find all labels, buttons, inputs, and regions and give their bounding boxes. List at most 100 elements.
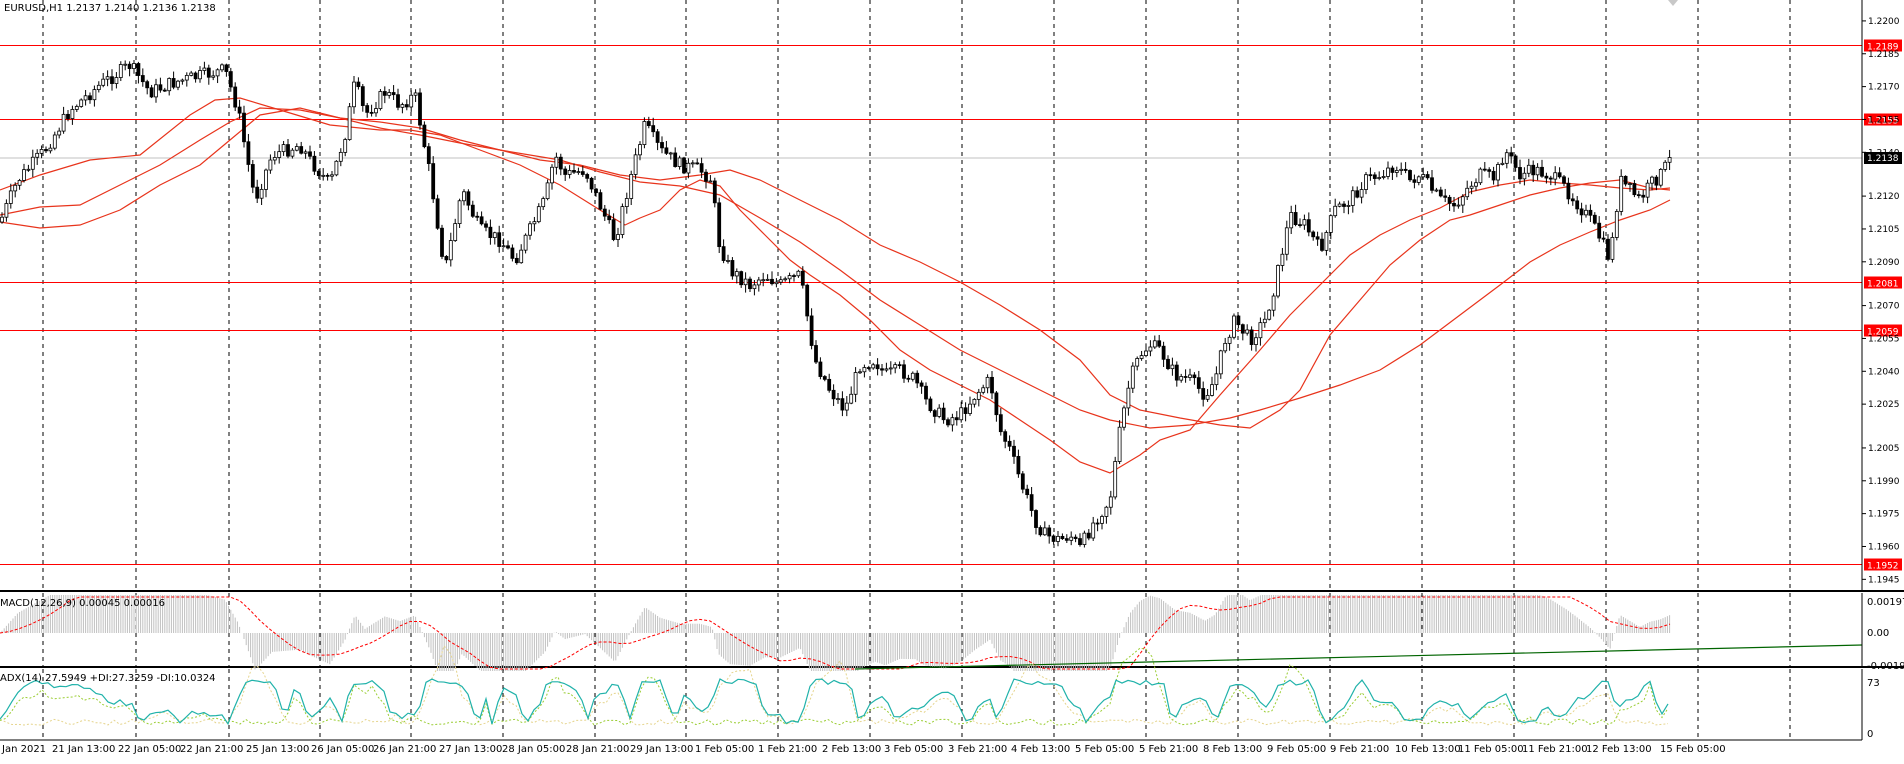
- time-tick-label: 15 Feb 05:00: [1660, 744, 1726, 755]
- candle-body: [105, 76, 110, 80]
- candle-body: [638, 144, 642, 156]
- di-minus-line: [0, 644, 1669, 726]
- time-tick-label: 9 Feb 05:00: [1267, 744, 1326, 755]
- time-tick-label: 22 Jan 05:00: [118, 744, 181, 755]
- price-panel[interactable]: EURUSD,H1 1.2137 1.2140 1.2136 1.2138: [0, 0, 1862, 590]
- candle-body: [193, 72, 198, 80]
- macd-panel[interactable]: MACD(12,26,9) 0.00045 0.00016 0.00197 0.…: [0, 593, 1904, 672]
- candle-body: [1592, 214, 1597, 224]
- candle-body: [470, 204, 475, 217]
- shift-marker-icon[interactable]: [1668, 0, 1678, 6]
- candle-body: [1210, 384, 1214, 396]
- candle-body: [118, 64, 123, 78]
- candle-body: [532, 221, 537, 225]
- symbol-info: EURUSD,H1 1.2137 1.2140 1.2136 1.2138: [4, 3, 216, 14]
- candle-body: [633, 154, 638, 175]
- current-price-tag: [1864, 152, 1902, 164]
- candle-body: [1570, 198, 1575, 202]
- candle-body: [1562, 176, 1566, 184]
- candle-body: [457, 200, 462, 224]
- time-tick-label: Jan 2021: [1, 744, 46, 755]
- candle-body: [950, 417, 955, 426]
- level-price-tag: [1864, 558, 1902, 571]
- price-tick-label: 1.2170: [1868, 83, 1900, 93]
- candle-body: [431, 163, 436, 200]
- candle-body: [1504, 152, 1509, 164]
- candle-body: [211, 75, 216, 78]
- candle-body: [1588, 209, 1593, 216]
- candle-body: [704, 171, 708, 182]
- candle-body: [506, 245, 510, 249]
- candle-body: [303, 151, 308, 154]
- candle-body: [998, 414, 1003, 433]
- candle-body: [1487, 169, 1492, 172]
- candle-body: [44, 149, 48, 152]
- candle-body: [435, 198, 440, 229]
- candle-body: [510, 247, 515, 259]
- price-tick-label: 1.1945: [1868, 575, 1900, 585]
- candle-body: [761, 279, 766, 282]
- candle-body: [308, 151, 312, 157]
- candle-body: [83, 95, 88, 101]
- candle-body: [589, 177, 594, 190]
- candle-body: [906, 377, 911, 380]
- candle-body: [440, 227, 444, 257]
- candle-body: [616, 234, 620, 240]
- candle-body: [1474, 182, 1478, 187]
- candle-body: [796, 270, 801, 277]
- candle-body: [1636, 194, 1641, 197]
- candle-body: [580, 171, 585, 175]
- candle-body: [1447, 196, 1452, 204]
- candle-body: [1372, 174, 1377, 179]
- candle-body: [501, 245, 506, 248]
- candle-body: [96, 84, 101, 91]
- candle-body: [61, 113, 66, 132]
- candle-body: [79, 99, 84, 107]
- candle-body: [1623, 175, 1628, 185]
- time-tick-label: 12 Feb 13:00: [1586, 744, 1652, 755]
- moving-average-mid: [0, 107, 1671, 429]
- candle-body: [145, 81, 150, 89]
- candle-body: [242, 112, 246, 143]
- candle-body: [545, 182, 550, 200]
- candle-body: [611, 219, 616, 240]
- candle-body: [1553, 172, 1558, 180]
- candle-body: [827, 378, 832, 391]
- candle-body: [1064, 538, 1069, 541]
- candle-body: [1201, 388, 1206, 400]
- time-tick-label: 10 Feb 13:00: [1395, 744, 1461, 755]
- adx-panel[interactable]: ADX(14) 27.5949 +DI:27.3259 -DI:10.0324 …: [0, 644, 1880, 740]
- time-tick-label: 2 Feb 13:00: [822, 744, 881, 755]
- trend-line[interactable]: [854, 644, 1863, 670]
- price-tick-label: 1.2155: [1868, 115, 1900, 125]
- macd-axis-bottom: -0.00196: [1867, 661, 1904, 672]
- candle-body: [968, 403, 972, 414]
- candle-body: [743, 278, 748, 286]
- macd-label: MACD(12,26,9) 0.00045 0.00016: [0, 598, 165, 609]
- candle-body: [880, 368, 884, 371]
- candle-body: [224, 64, 229, 72]
- candle-body: [1663, 161, 1668, 170]
- candle-body: [840, 398, 845, 411]
- candle-body: [1113, 461, 1118, 498]
- time-tick-label: 11 Feb 05:00: [1458, 744, 1524, 755]
- candle-body: [1394, 170, 1399, 173]
- candle-body: [277, 151, 282, 158]
- price-tick-label: 1.2005: [1868, 444, 1900, 454]
- candle-body: [1051, 535, 1056, 542]
- candle-body: [488, 226, 493, 238]
- candle-body: [1012, 445, 1016, 457]
- candle-body: [1218, 350, 1223, 375]
- candle-body: [250, 164, 255, 188]
- time-tick-label: 4 Feb 13:00: [1011, 744, 1070, 755]
- candle-body: [123, 63, 128, 66]
- candle-body: [765, 278, 770, 281]
- candle-body: [1271, 295, 1276, 311]
- candle-body: [1355, 190, 1360, 198]
- candle-body: [1579, 208, 1584, 216]
- candle-body: [1619, 175, 1624, 212]
- candle-body: [1368, 174, 1373, 177]
- time-tick-label: 27 Jan 13:00: [439, 744, 502, 755]
- candle-body: [286, 144, 290, 157]
